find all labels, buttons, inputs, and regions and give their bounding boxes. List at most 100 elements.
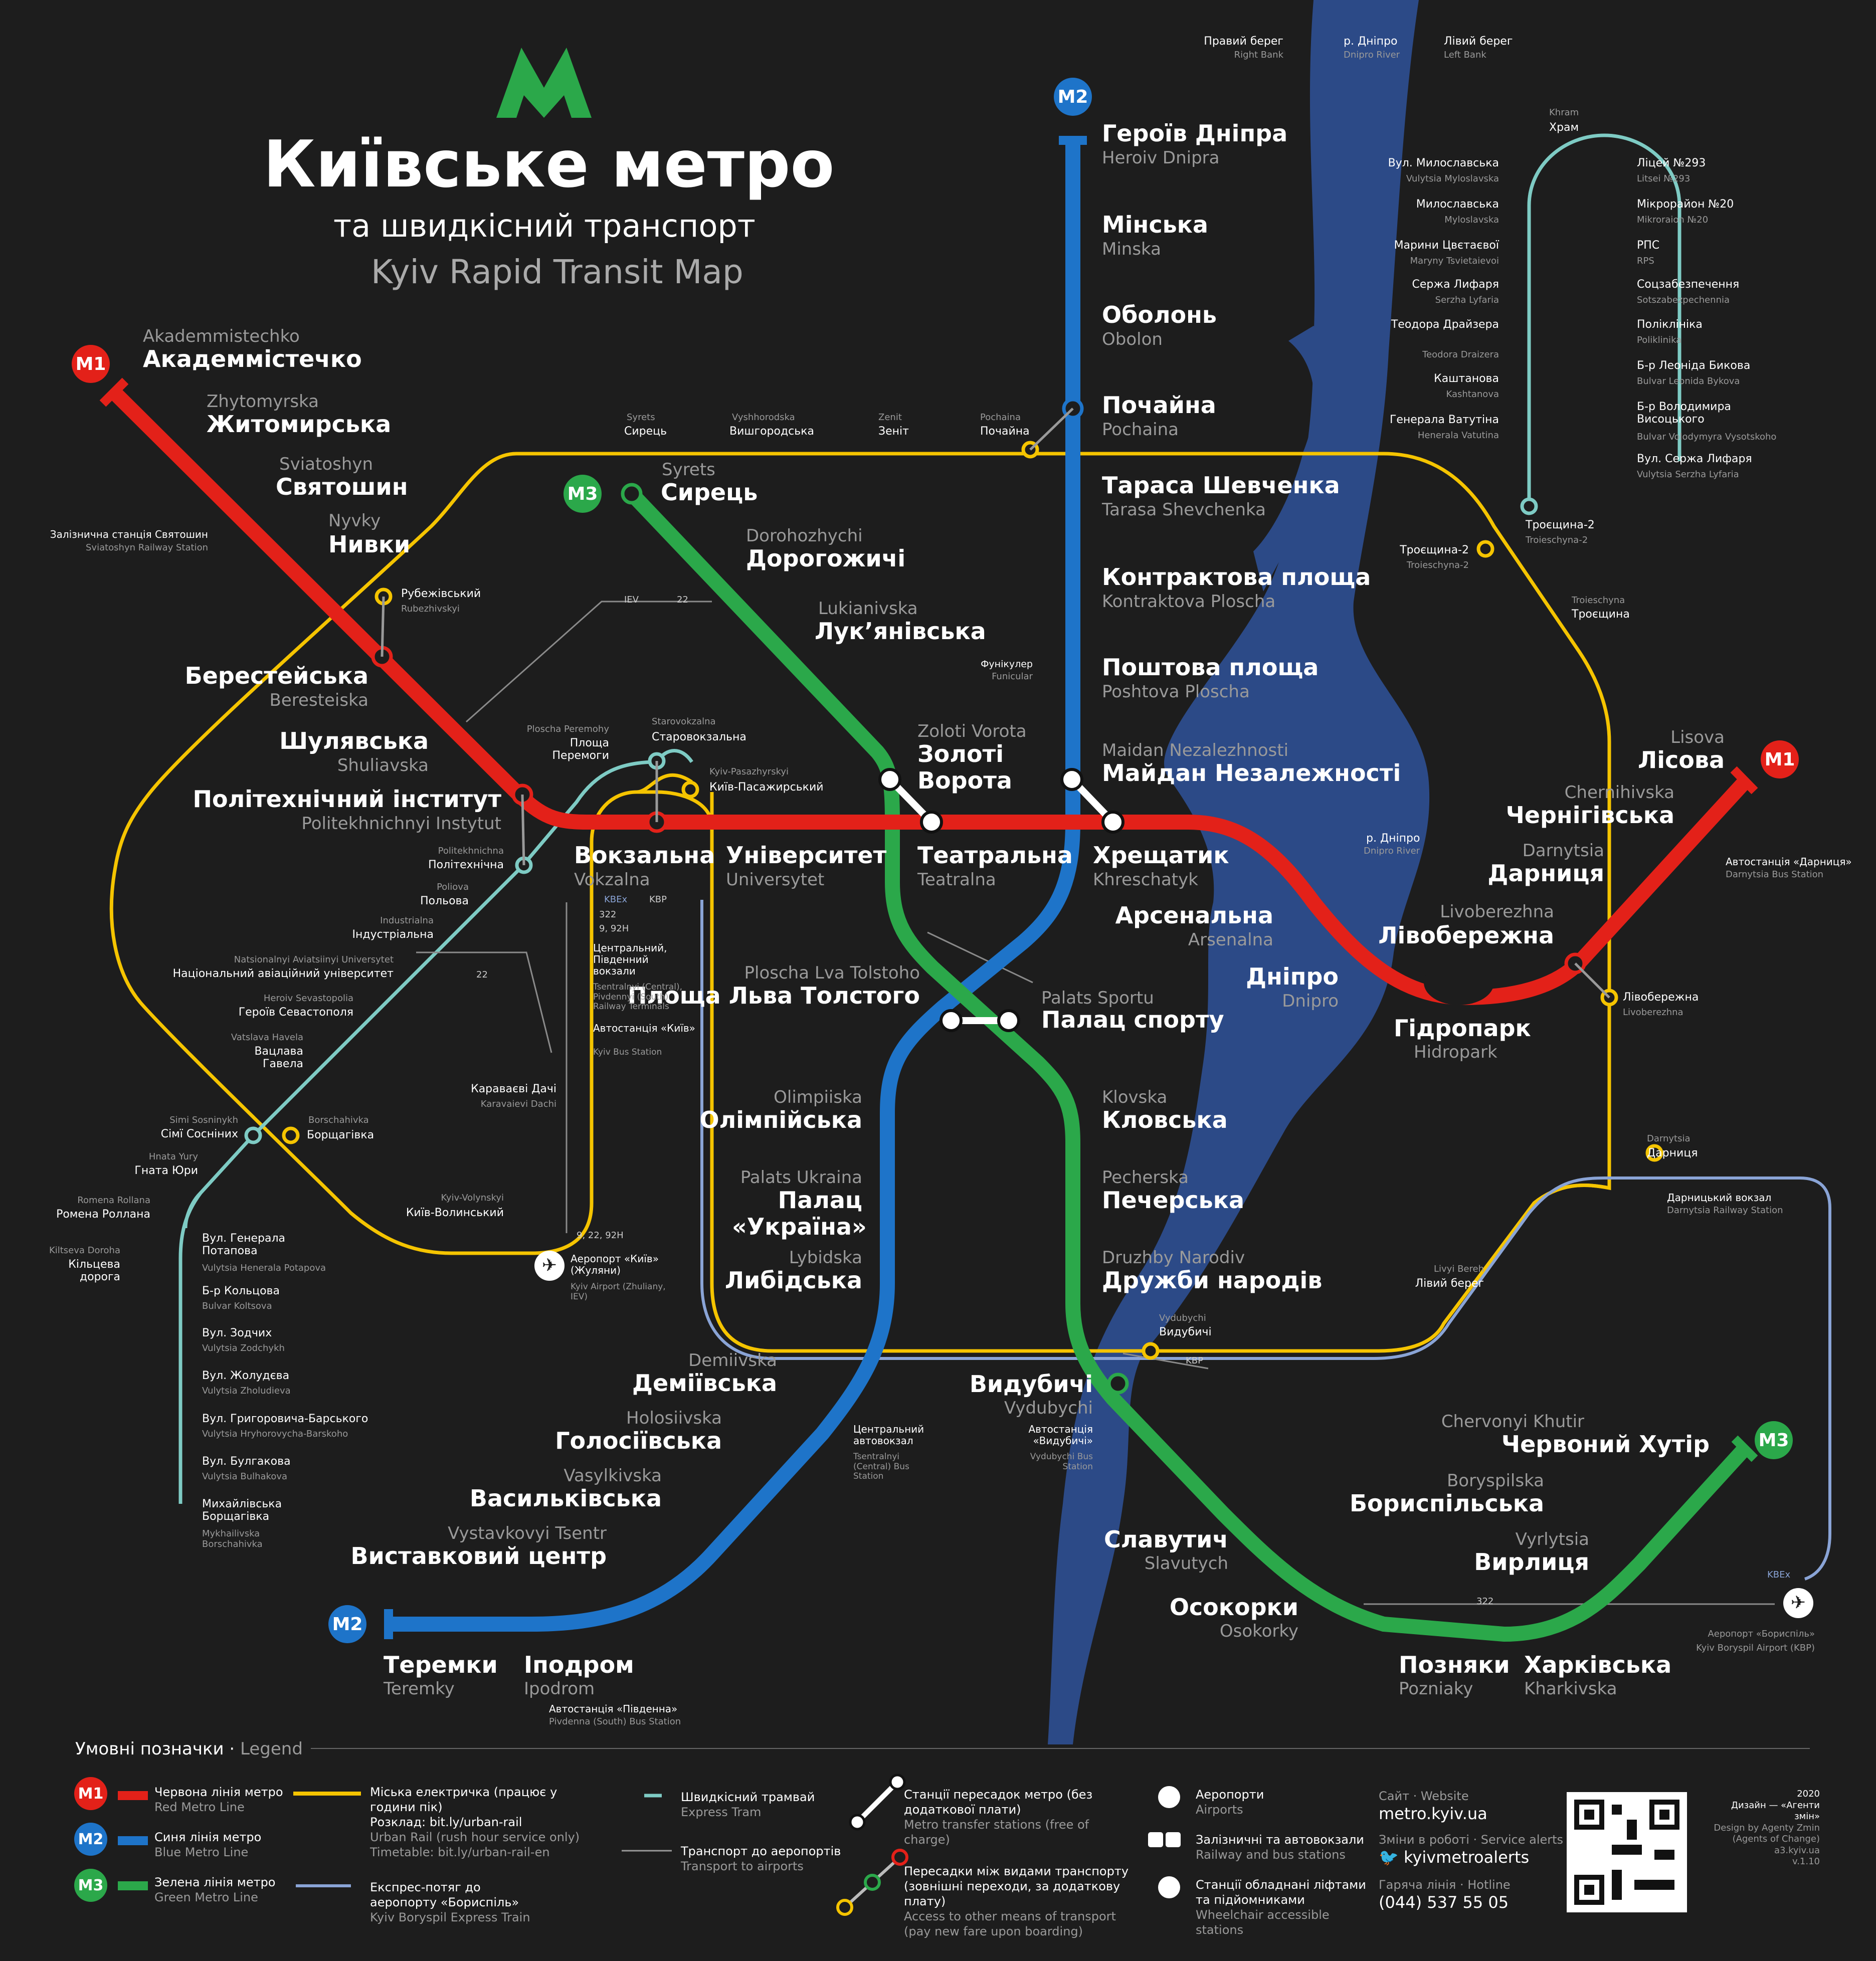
station-universytet[interactable]: Університет — [726, 842, 887, 869]
station-zoloti-vorota[interactable]: Золоті Ворота — [917, 740, 1012, 794]
station-politekhnichnyi-instytut[interactable]: Політехнічний інститут — [193, 786, 502, 813]
station-dnipro[interactable]: Дніпро — [1246, 963, 1339, 990]
station-klovska[interactable]: Кловська — [1102, 1106, 1228, 1133]
rail-troieschyna[interactable]: Троєщина — [1572, 608, 1630, 621]
station-vystavkovyi[interactable]: Виставковий центр — [350, 1542, 607, 1570]
station-darnytsia[interactable]: Дарниця — [1487, 860, 1604, 887]
rail-darnytsia[interactable]: Дарниця — [1647, 1147, 1698, 1159]
rail-livyi-bereh[interactable]: Лівий берег — [1415, 1277, 1484, 1290]
station-sviatoshyn[interactable]: Святошин — [276, 473, 408, 500]
station-heroiv-dnipra[interactable]: Героїв Дніпра — [1102, 120, 1288, 147]
tram-e-left-6[interactable]: Генерала Ватутіна — [1389, 414, 1499, 426]
tram-e-left-4[interactable]: Теодора Драйзера — [1391, 318, 1499, 331]
tram-e-left-0[interactable]: Вул. Милославська — [1388, 157, 1499, 169]
station-vasylkivska[interactable]: Васильківська — [469, 1485, 662, 1512]
rail-kyiv-volynskyi[interactable]: Київ-Волинський — [406, 1207, 504, 1219]
station-demiivska[interactable]: Деміївська — [632, 1369, 777, 1397]
station-osokorky[interactable]: Осокорки — [1169, 1594, 1298, 1621]
station-boryspilska[interactable]: Бориспільська — [1349, 1490, 1544, 1517]
rail-livoberezhna[interactable]: Лівобережна — [1623, 991, 1699, 1004]
rail-borschahivka[interactable]: Борщагівка — [307, 1129, 374, 1141]
tram-romena-rollana[interactable]: Ромена Роллана — [56, 1208, 150, 1221]
tram-e-right-7[interactable]: Вул. Сержа Лифаря — [1637, 453, 1752, 465]
tram-e-left-3[interactable]: Сержа Лифаря — [1412, 278, 1499, 291]
rail-kyiv-pasazhyrskyi[interactable]: Київ-Пасажирський — [709, 781, 824, 794]
station-chernihivska[interactable]: Чернігівська — [1506, 802, 1674, 829]
station-vydubychi[interactable]: Видубичі — [969, 1370, 1093, 1398]
tram-e-right-4[interactable]: Поліклініка — [1637, 318, 1703, 331]
tram-kiltseva[interactable]: Кільцева дорога — [68, 1258, 120, 1284]
tram-koltsova[interactable]: Б-р Кольцова — [202, 1285, 280, 1297]
station-vokzalna[interactable]: Вокзальна — [574, 842, 715, 869]
rail-rubezhivskyi[interactable]: Рубежівський — [401, 587, 481, 600]
station-beresteiska[interactable]: Берестейська — [184, 662, 368, 689]
rail-syrets[interactable]: Сирець — [624, 425, 667, 438]
station-syrets[interactable]: Сирець — [661, 479, 758, 506]
tram-e-right-1[interactable]: Мікрорайон №20 — [1637, 198, 1734, 211]
station-druzhby-narodiv[interactable]: Дружби народів — [1102, 1267, 1323, 1294]
tram-e-right-2[interactable]: РПС — [1637, 239, 1660, 252]
tram-politekhnichna[interactable]: Політехнічна — [428, 859, 504, 871]
station-teremky[interactable]: Теремки — [384, 1651, 498, 1678]
station-akademmistechko[interactable]: Академмістечко — [143, 345, 362, 372]
rail-starovokzalna[interactable]: Старовокзальна — [652, 731, 746, 743]
station-zhytomyrska[interactable]: Житомирська — [207, 411, 392, 438]
station-maidan[interactable]: Майдан Незалежності — [1102, 759, 1401, 787]
tram-zodchykh[interactable]: Вул. Зодчих — [202, 1327, 272, 1339]
station-obolon[interactable]: Оболонь — [1102, 301, 1217, 328]
tram-hryhorovycha[interactable]: Вул. Григоровича-Барського — [202, 1413, 368, 1425]
station-chervonyi-khutir[interactable]: Червоний Хутір — [1501, 1431, 1710, 1458]
station-hidropark[interactable]: Гідропарк — [1394, 1015, 1531, 1042]
tram-e-right-3[interactable]: Соцзабезпечення — [1637, 278, 1740, 291]
station-tarasa-shevchenka[interactable]: Тараса Шевченка — [1102, 472, 1340, 499]
tram-potapova[interactable]: Вул. Генерала Потапова — [202, 1232, 286, 1258]
tram-mykhailivska[interactable]: Михайлівська Борщагівка — [202, 1498, 282, 1523]
tram-poliova[interactable]: Польова — [420, 895, 469, 907]
tram-simi-sosninykh[interactable]: Сімї Сосніних — [160, 1128, 238, 1140]
rail-ploscha-peremohy[interactable]: Площа Перемоги — [552, 737, 610, 762]
tram-bulhakova[interactable]: Вул. Булгакова — [202, 1455, 291, 1468]
rail-karavaievi-dachi[interactable]: Караваєві Дачі — [471, 1083, 556, 1095]
station-nyvky[interactable]: Нивки — [328, 531, 411, 558]
station-livoberezhna[interactable]: Лівобережна — [1378, 922, 1554, 949]
station-lukianivska[interactable]: Лук’янівська — [815, 618, 986, 645]
tram-troieschyna2[interactable]: Троєщина-2 — [1526, 519, 1595, 531]
rail-pochaina[interactable]: Почайна — [980, 425, 1030, 438]
station-teatralna[interactable]: Театральна — [917, 842, 1073, 869]
tram-e-left-1[interactable]: Милославська — [1416, 198, 1499, 211]
tram-khram[interactable]: Храм — [1549, 121, 1579, 134]
tram-hnata-yury[interactable]: Гната Юри — [134, 1164, 198, 1177]
station-lisova[interactable]: Лісова — [1638, 746, 1725, 773]
station-pozniaky[interactable]: Позняки — [1399, 1651, 1510, 1678]
station-slavutych[interactable]: Славутич — [1103, 1526, 1228, 1553]
tram-e-right-0[interactable]: Ліцей №293 — [1637, 157, 1706, 169]
tram-havela[interactable]: Вацлава Гавела — [254, 1045, 303, 1071]
station-pecherska[interactable]: Печерська — [1102, 1187, 1245, 1214]
station-khreschatyk[interactable]: Хрещатик — [1093, 842, 1229, 869]
station-poshtova[interactable]: Поштова площа — [1102, 654, 1319, 681]
station-lybidska[interactable]: Либідська — [724, 1267, 862, 1294]
station-kontraktova[interactable]: Контрактова площа — [1102, 563, 1371, 591]
station-olimpiiska[interactable]: Олімпійська — [699, 1106, 862, 1133]
station-shuliavska[interactable]: Шулявська — [279, 727, 429, 754]
rail-troieschyna2[interactable]: Троєщина-2 — [1400, 544, 1469, 556]
tram-e-right-6[interactable]: Б-р Володимира Висоцького — [1637, 401, 1731, 426]
tram-zholudieva[interactable]: Вул. Жолудєва — [202, 1369, 290, 1382]
station-palats-ukraina[interactable]: Палац «Україна» — [732, 1187, 867, 1240]
tram-nau[interactable]: Національний авіаційний університет — [172, 967, 394, 980]
station-pochaina[interactable]: Почайна — [1102, 391, 1216, 419]
tram-e-right-5[interactable]: Б-р Леоніда Бикова — [1637, 359, 1751, 372]
rail-vyshhorodska[interactable]: Вишгородська — [729, 425, 815, 438]
station-minska[interactable]: Мінська — [1102, 211, 1208, 238]
station-holosiivska[interactable]: Голосіївська — [555, 1427, 722, 1454]
tram-e-left-5[interactable]: Каштанова — [1434, 372, 1499, 385]
tram-heroiv-sevastopolia[interactable]: Героїв Севастополя — [238, 1006, 353, 1019]
tram-industrialna[interactable]: Індустріальна — [352, 928, 434, 941]
station-palats-sportu[interactable]: Палац спорту — [1041, 1006, 1224, 1033]
station-ipodrom[interactable]: Іподром — [524, 1651, 634, 1678]
station-arsenalna[interactable]: Арсенальна — [1115, 902, 1273, 929]
station-lva-tolstoho[interactable]: Площа Льва Толстого — [628, 982, 920, 1009]
station-kharkivska[interactable]: Харківська — [1524, 1651, 1672, 1678]
station-dorohozhychi[interactable]: Дорогожичі — [746, 545, 906, 572]
station-vyrlytsia[interactable]: Вирлиця — [1474, 1548, 1589, 1576]
